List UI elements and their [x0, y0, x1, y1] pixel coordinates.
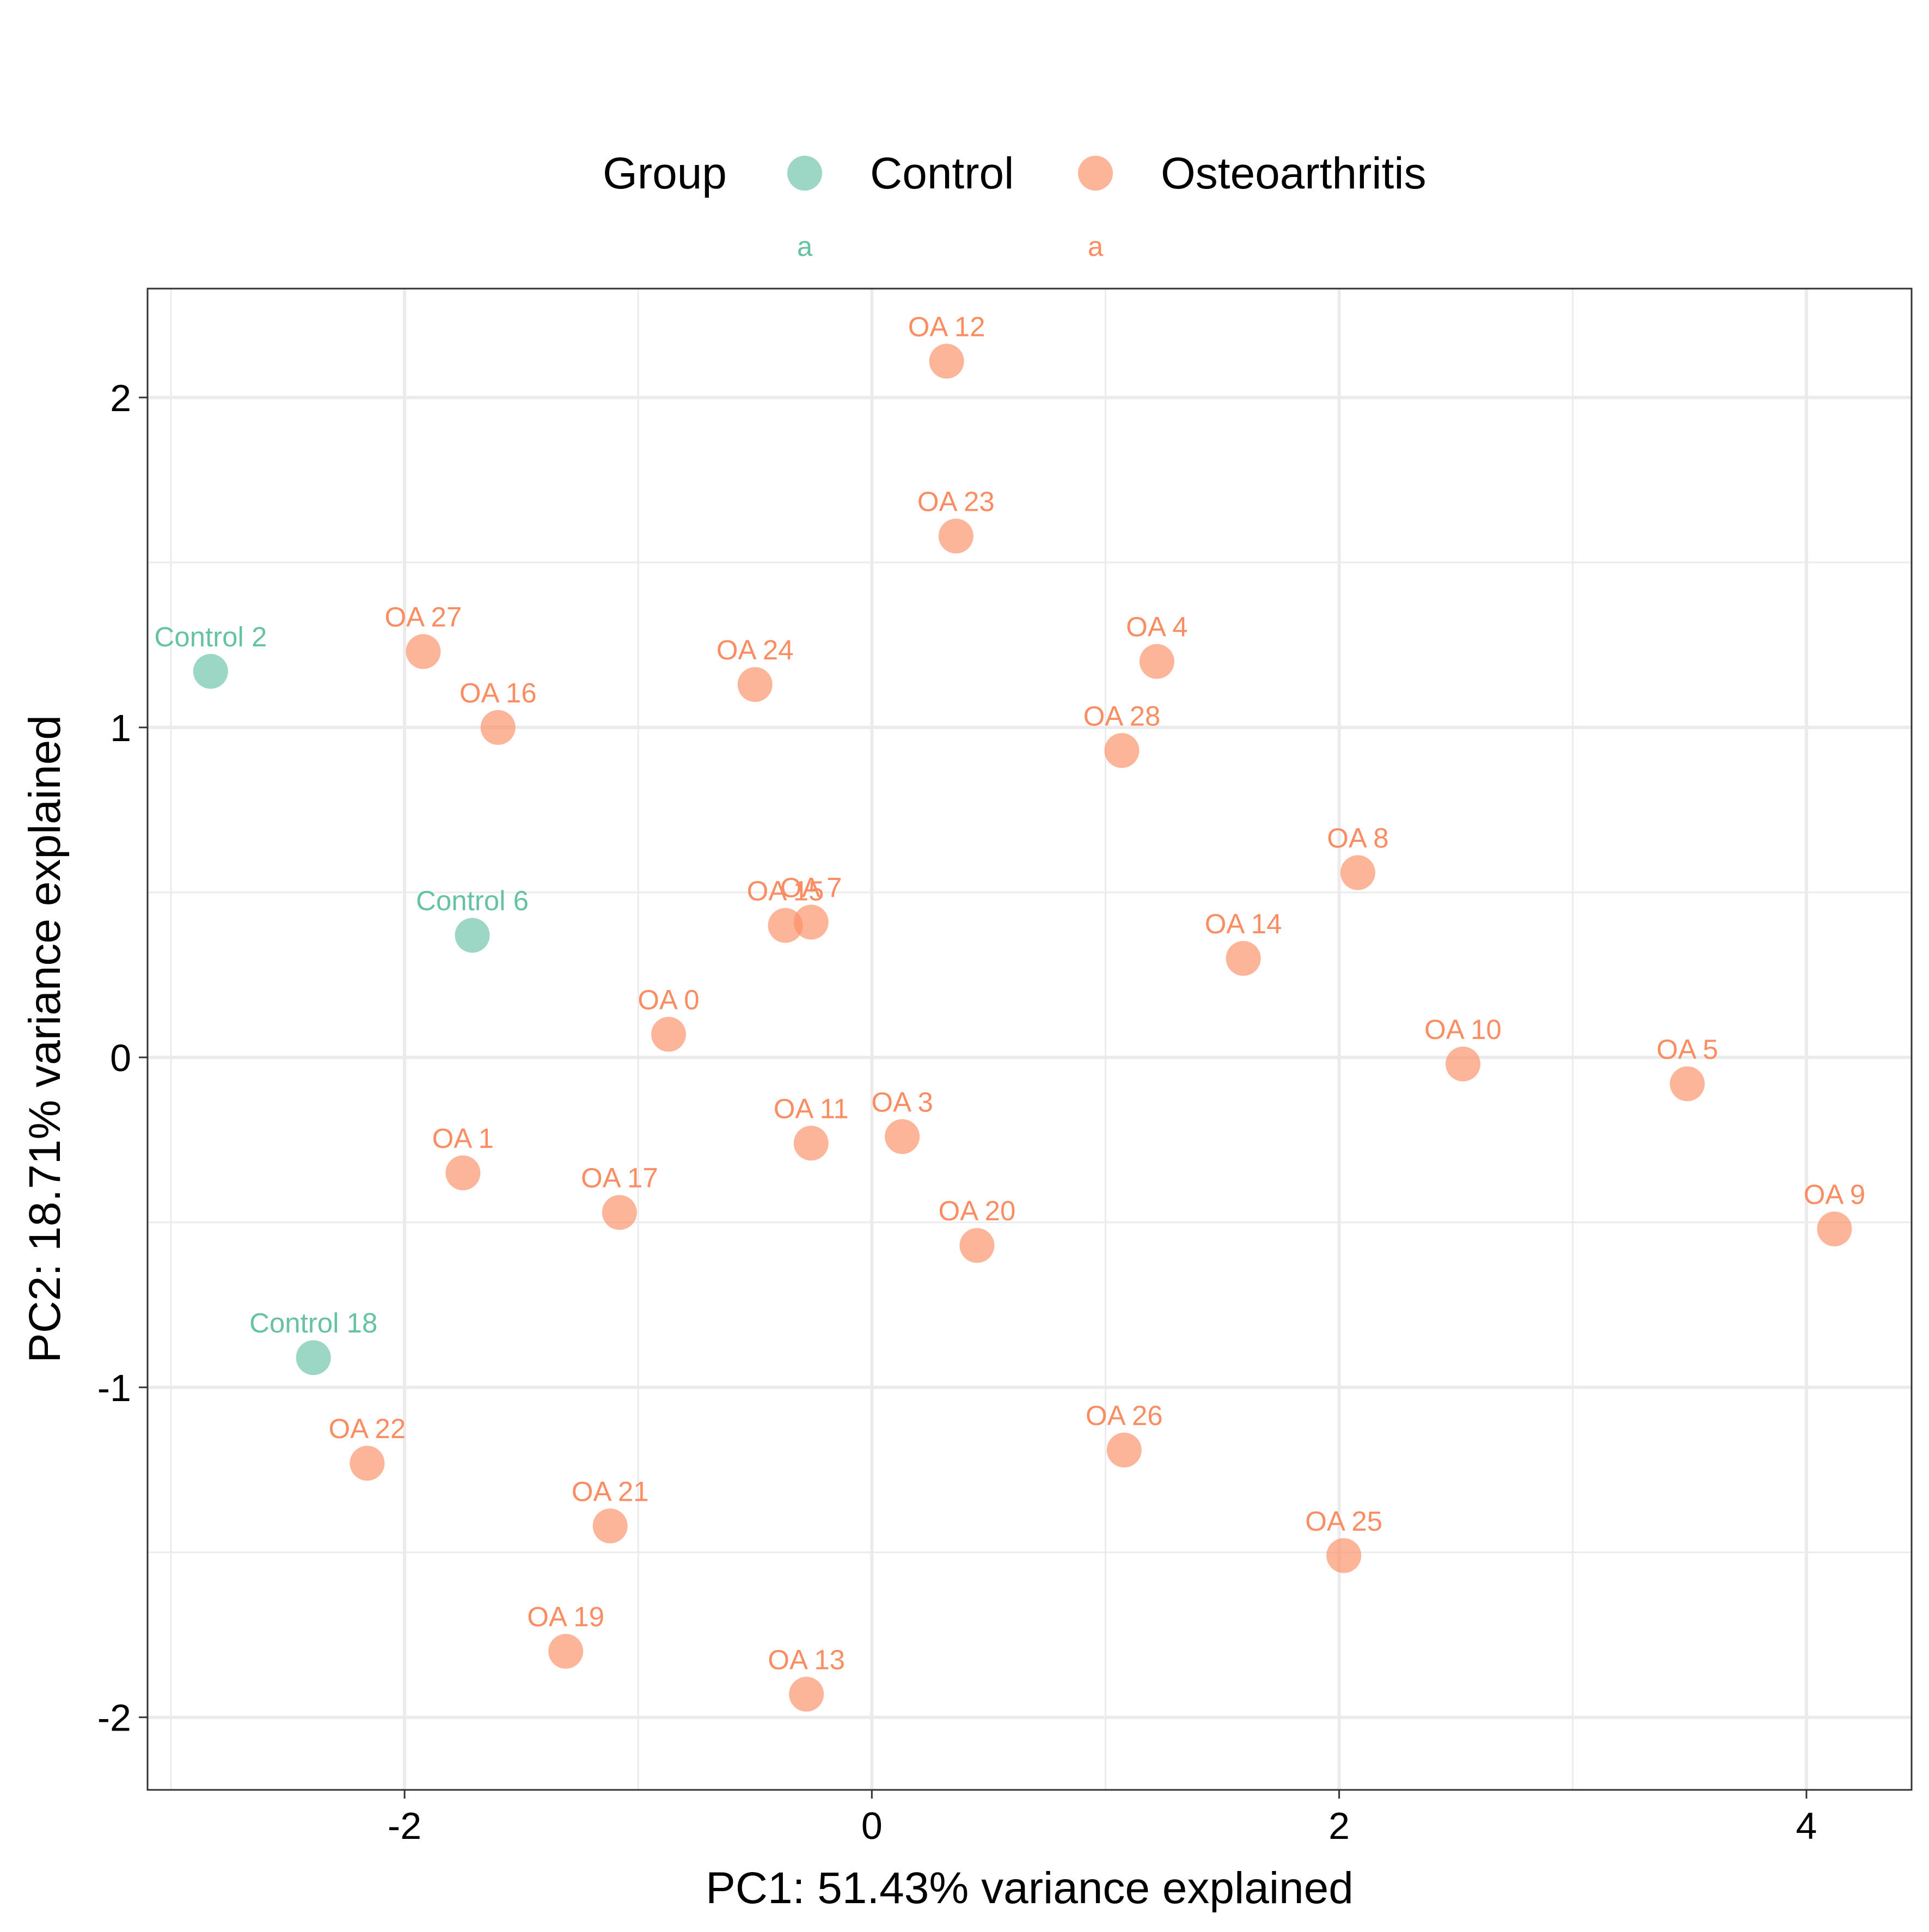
x-axis-title: PC1: 51.43% variance explained: [706, 1863, 1354, 1913]
point-osteoarthritis: [793, 904, 829, 940]
point-label-osteoarthritis: OA 14: [1205, 908, 1282, 939]
point-label-osteoarthritis: OA 24: [717, 634, 794, 665]
x-tick-label: 2: [1328, 1805, 1350, 1847]
y-tick-label: 2: [110, 377, 131, 419]
point-label-osteoarthritis: OA 1: [432, 1123, 494, 1154]
point-label-osteoarthritis: OA 17: [581, 1163, 658, 1194]
point-label-osteoarthritis: OA 0: [638, 984, 699, 1015]
point-osteoarthritis: [959, 1228, 995, 1263]
point-label-osteoarthritis: OA 28: [1083, 700, 1161, 731]
y-tick-label: 0: [110, 1037, 131, 1079]
point-control: [193, 653, 228, 689]
legend-label-control: Control: [870, 149, 1014, 198]
point-label-osteoarthritis: OA 19: [527, 1601, 604, 1633]
x-tick-label: 0: [861, 1805, 883, 1847]
point-label-osteoarthritis: OA 25: [1305, 1506, 1382, 1537]
point-osteoarthritis: [768, 908, 803, 943]
legend-label-osteoarthritis: Osteoarthritis: [1161, 149, 1426, 198]
point-label-osteoarthritis: OA 16: [460, 677, 537, 708]
point-osteoarthritis: [1226, 941, 1261, 976]
point-label-osteoarthritis: OA 15: [747, 875, 824, 906]
point-label-osteoarthritis: OA 4: [1126, 612, 1187, 643]
point-label-osteoarthritis: OA 3: [871, 1086, 933, 1117]
point-osteoarthritis: [1340, 855, 1375, 890]
point-labels: Control 2 Control 6 Control 18 OA 12 OA 23 OA…: [154, 311, 1865, 1675]
point-label-osteoarthritis: OA 8: [1327, 823, 1388, 854]
point-label-osteoarthritis: OA 5: [1656, 1034, 1718, 1065]
legend: Group Control a Osteoarthritis a: [603, 149, 1426, 262]
point-label-osteoarthritis: OA 21: [572, 1476, 649, 1507]
legend-key-osteoarthritis: [1078, 156, 1113, 191]
point-osteoarthritis: [737, 667, 773, 702]
axis-ticks: -2 0 2 4 -2 -1 0 1 2: [97, 377, 1817, 1847]
point-osteoarthritis: [350, 1446, 385, 1481]
point-osteoarthritis: [1670, 1066, 1705, 1102]
point-osteoarthritis: [1326, 1538, 1362, 1573]
legend-title: Group: [603, 149, 727, 198]
point-label-control: Control 2: [154, 621, 267, 652]
point-osteoarthritis: [1817, 1211, 1852, 1246]
x-tick-label: -2: [388, 1805, 421, 1847]
panel-border: [146, 288, 1913, 1791]
point-osteoarthritis: [1139, 644, 1174, 679]
point-osteoarthritis: [445, 1155, 481, 1190]
point-label-osteoarthritis: OA 26: [1086, 1400, 1163, 1431]
point-label-osteoarthritis: OA 11: [774, 1093, 849, 1124]
point-label-control: Control 6: [416, 885, 529, 916]
legend-glyph-osteoarthritis: a: [1088, 231, 1104, 262]
point-osteoarthritis: [1106, 1432, 1142, 1468]
point-osteoarthritis: [789, 1677, 824, 1712]
y-axis-title: PC2: 18.71% variance explained: [20, 715, 70, 1363]
point-osteoarthritis: [480, 710, 516, 745]
point-osteoarthritis: [1104, 733, 1140, 768]
point-osteoarthritis: [929, 344, 964, 379]
point-osteoarthritis: [1446, 1046, 1481, 1081]
point-osteoarthritis: [406, 634, 441, 669]
point-control: [455, 918, 490, 953]
y-tick-label: 1: [110, 707, 131, 749]
legend-glyph-control: a: [797, 231, 813, 262]
legend-key-control: [787, 156, 822, 191]
point-control: [296, 1340, 331, 1375]
point-osteoarthritis: [592, 1508, 628, 1544]
point-osteoarthritis: [938, 518, 973, 554]
point-label-osteoarthritis: OA 27: [384, 602, 462, 633]
point-osteoarthritis: [651, 1017, 686, 1052]
point-label-osteoarthritis: OA 23: [917, 486, 995, 517]
point-label-osteoarthritis: OA 20: [939, 1195, 1016, 1226]
y-tick-label: -2: [97, 1697, 131, 1739]
point-label-control: Control 18: [249, 1307, 377, 1338]
point-label-osteoarthritis: OA 13: [768, 1644, 845, 1675]
point-osteoarthritis: [548, 1634, 584, 1669]
x-tick-label: 4: [1796, 1805, 1817, 1847]
point-label-osteoarthritis: OA 7: [780, 872, 842, 903]
point-label-osteoarthritis: OA 12: [908, 311, 985, 342]
point-osteoarthritis: [602, 1195, 637, 1230]
y-tick-label: -1: [97, 1367, 131, 1409]
point-osteoarthritis: [885, 1119, 920, 1154]
point-osteoarthritis: [793, 1126, 829, 1161]
point-label-osteoarthritis: OA 9: [1804, 1179, 1865, 1210]
data-points: [193, 344, 1852, 1712]
point-label-osteoarthritis: OA 10: [1424, 1014, 1502, 1045]
point-label-osteoarthritis: OA 22: [329, 1413, 406, 1444]
